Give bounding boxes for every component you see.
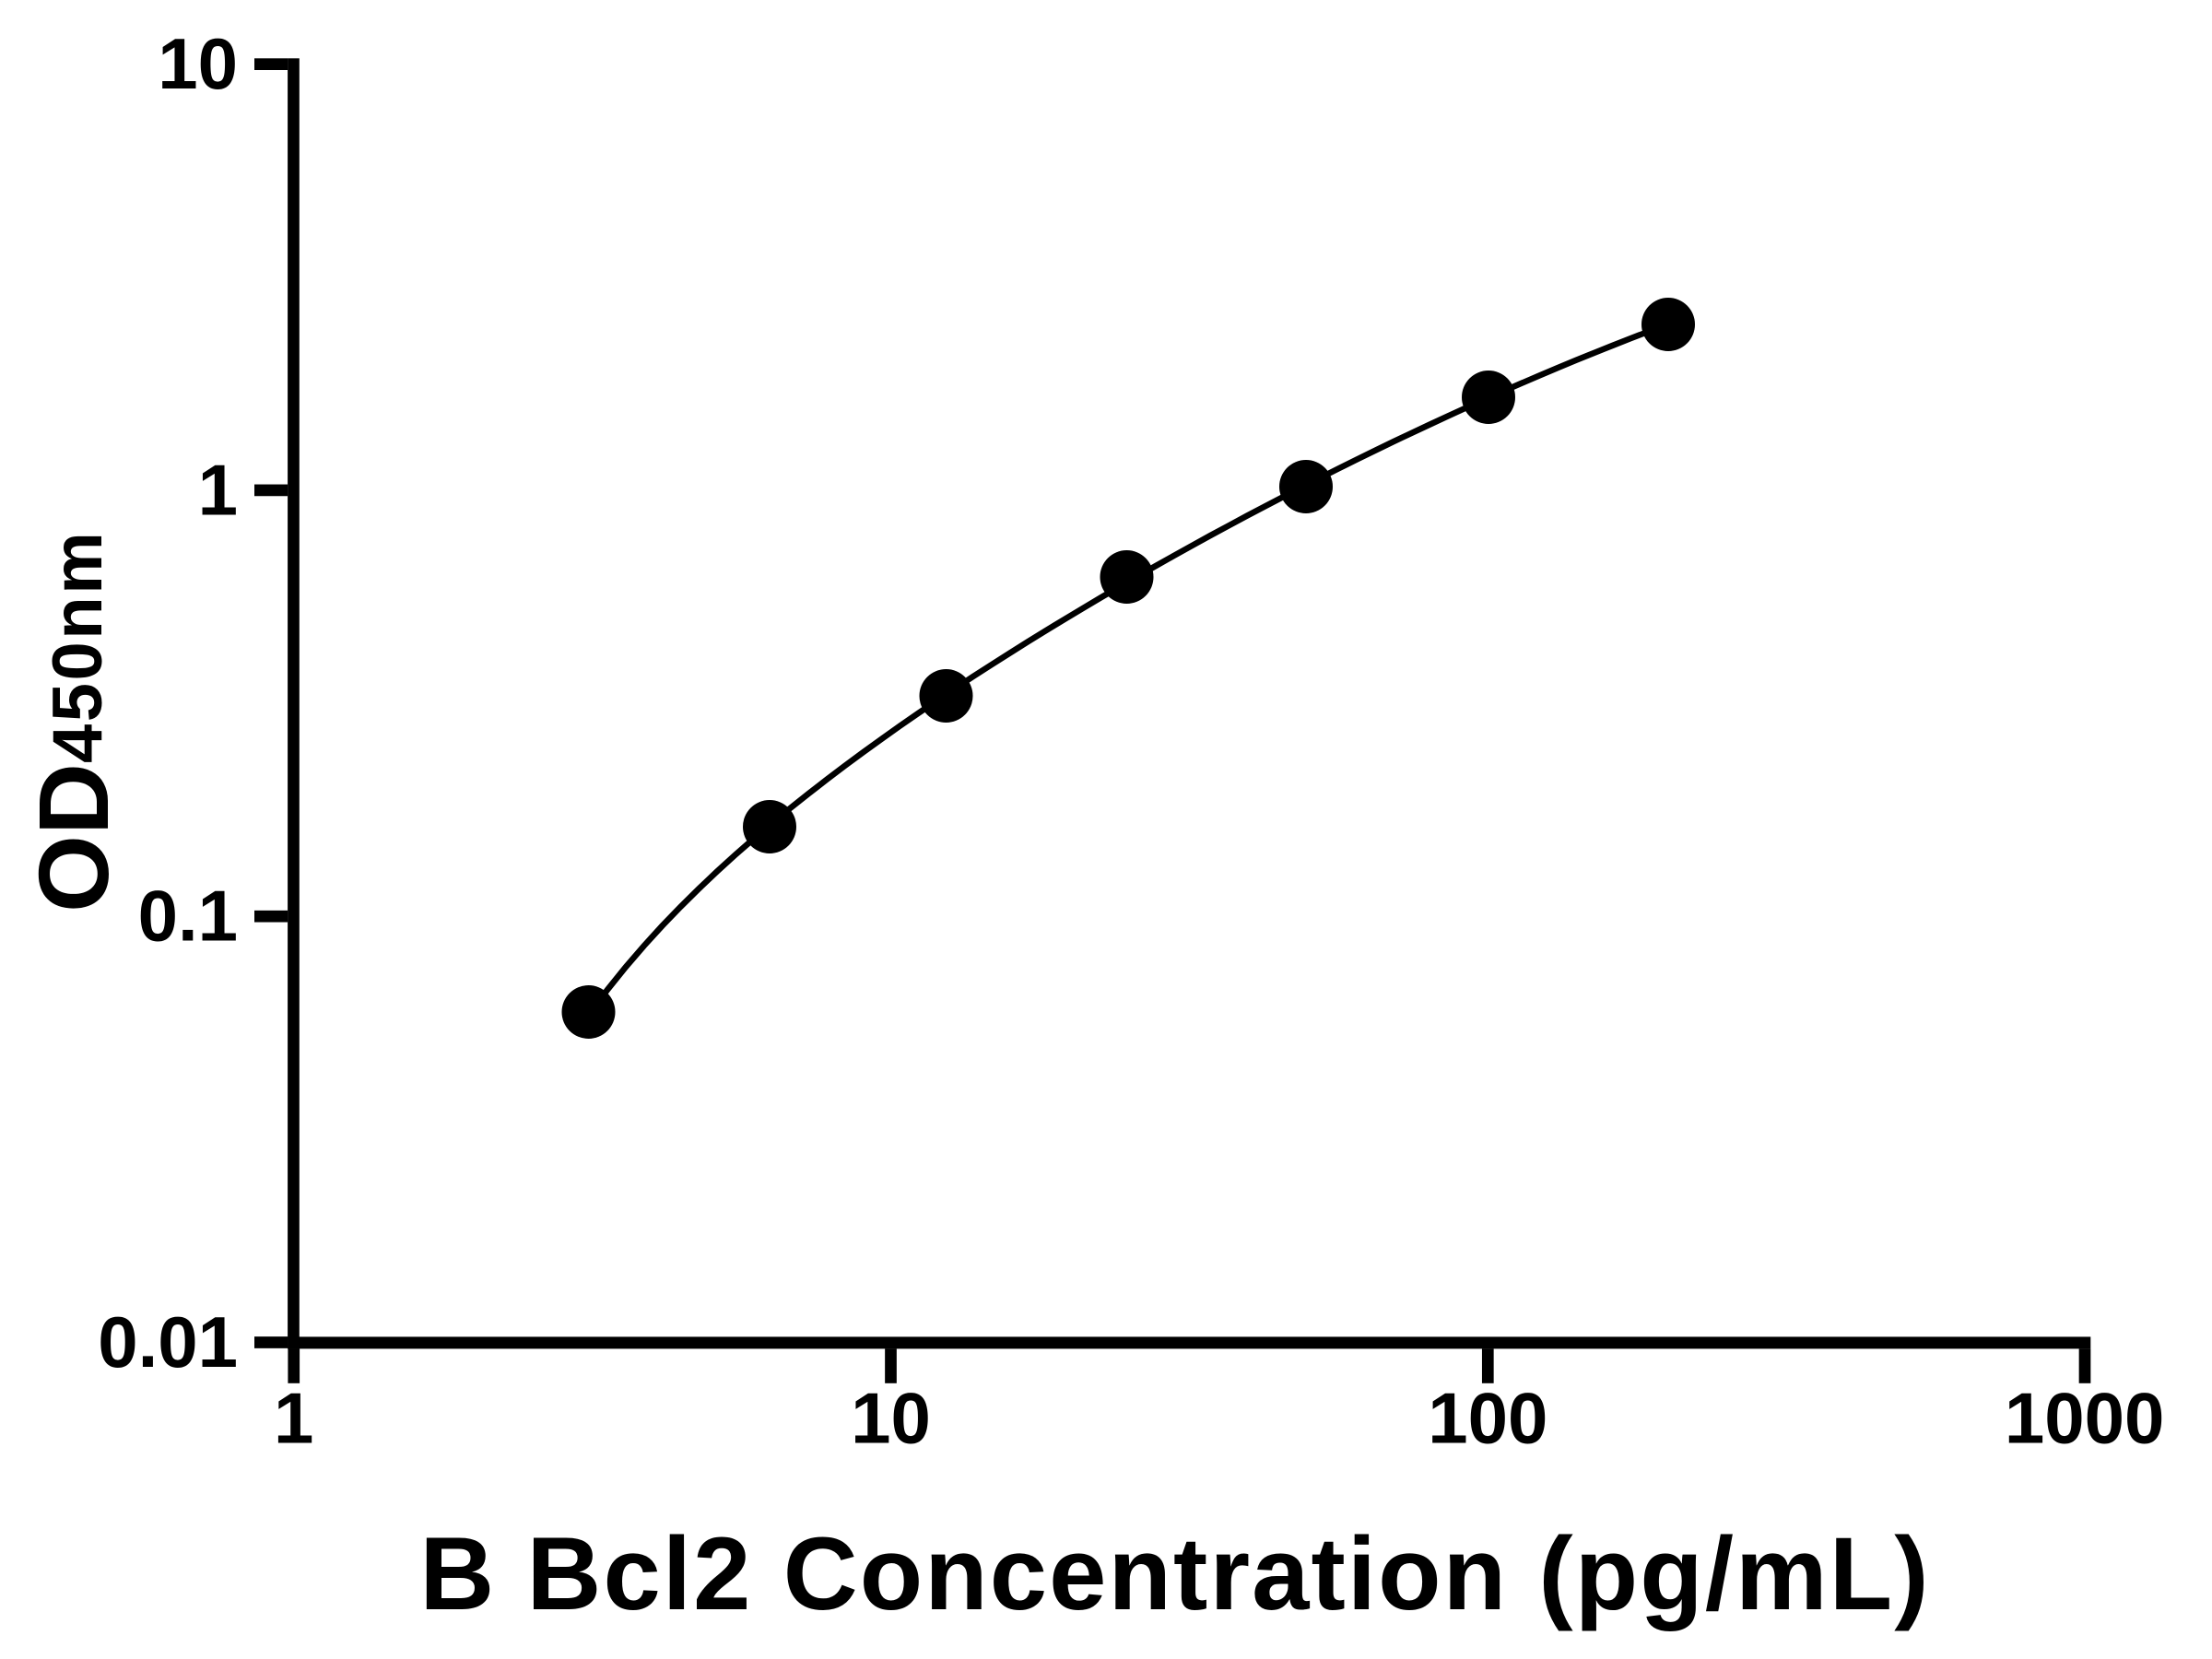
svg-text:B Bcl2 Concentration (pg/mL): B Bcl2 Concentration (pg/mL): [419, 1516, 1930, 1631]
svg-text:1: 1: [274, 1378, 313, 1459]
svg-text:0.01: 0.01: [98, 1301, 238, 1382]
svg-text:100: 100: [1428, 1378, 1547, 1459]
svg-text:1: 1: [198, 449, 238, 530]
svg-text:1000: 1000: [2005, 1378, 2165, 1459]
svg-text:OD450nm: OD450nm: [18, 530, 129, 912]
svg-text:10: 10: [851, 1378, 931, 1459]
svg-text:0.1: 0.1: [138, 876, 238, 957]
svg-text:10: 10: [158, 23, 238, 104]
